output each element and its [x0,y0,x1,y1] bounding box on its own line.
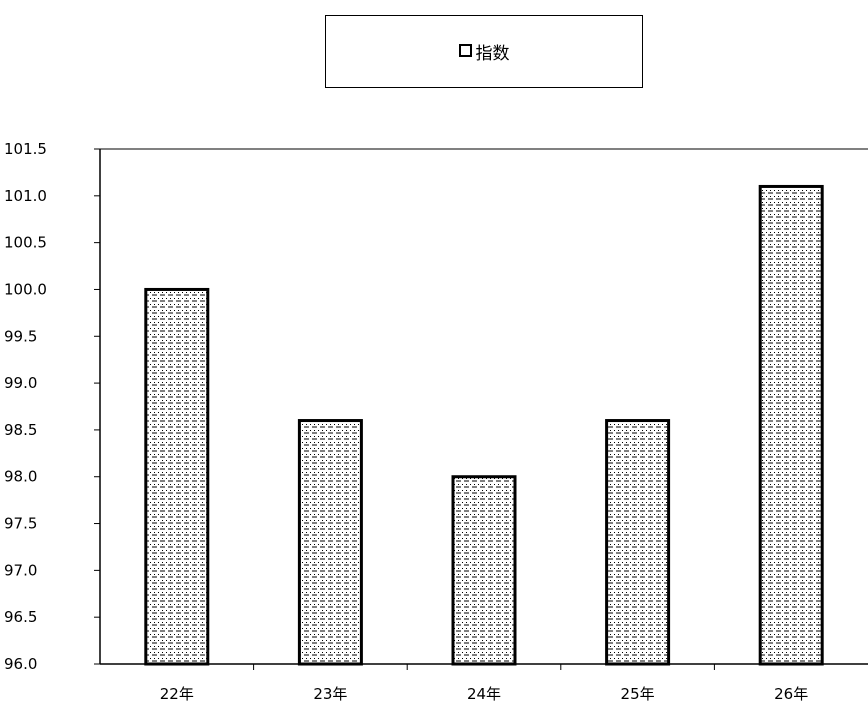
y-tick-label: 97.5 [4,515,37,533]
bar-25年 [605,419,671,666]
bar-24年 [451,475,517,666]
x-tick-label: 22年 [160,685,194,703]
y-tick-label: 98.0 [4,468,37,486]
bar-22年 [144,287,210,666]
y-tick-label: 100.0 [4,280,47,298]
y-tick-label: 99.5 [4,327,37,345]
y-tick-label: 96.5 [4,608,37,626]
y-tick-label: 99.0 [4,374,37,392]
bar-26年 [758,184,824,666]
x-tick-label: 26年 [774,685,808,703]
legend: 指数 [325,15,643,88]
x-tick-label: 23年 [313,685,347,703]
bar-23年 [297,419,363,666]
legend-label: 指数 [475,44,510,64]
x-tick-label: 25年 [621,685,655,703]
y-tick-label: 100.5 [4,234,47,252]
y-tick-label: 97.0 [4,561,37,579]
y-tick-label: 101.5 [4,140,47,158]
y-tick-label: 98.5 [4,421,37,439]
y-tick-label: 101.0 [4,187,47,205]
x-tick-label: 24年 [467,685,501,703]
legend-swatch-icon [458,44,472,57]
y-tick-label: 96.0 [4,655,37,673]
